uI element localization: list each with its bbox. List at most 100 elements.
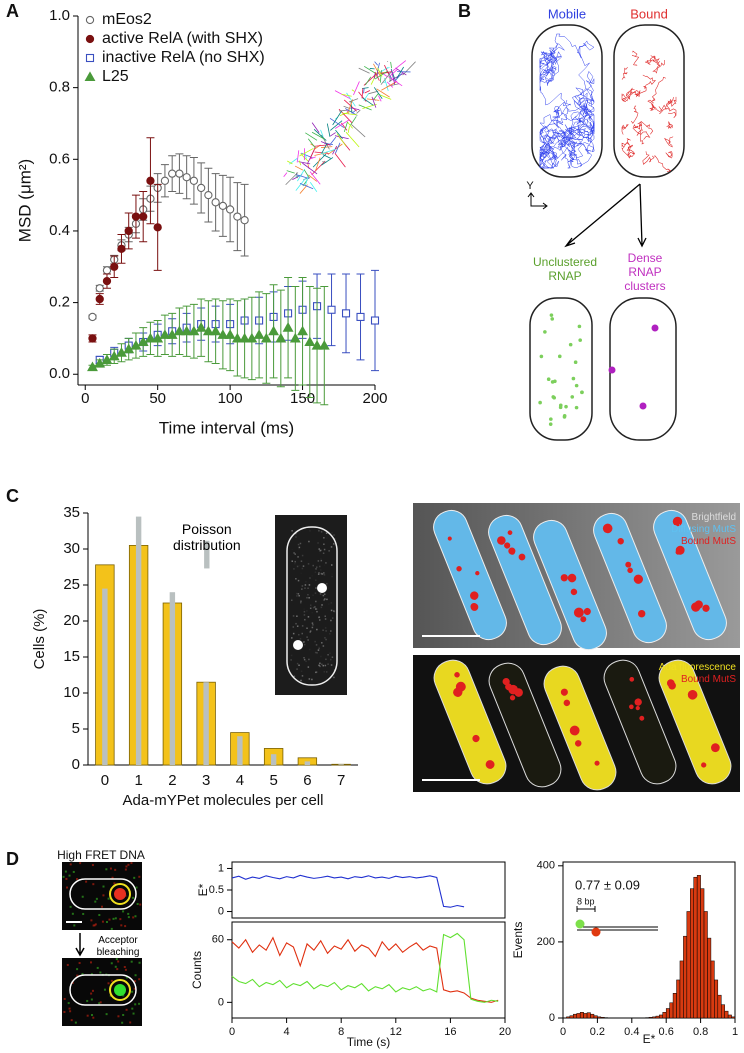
noise	[124, 968, 127, 971]
noise	[314, 592, 317, 594]
noise	[125, 865, 128, 868]
rnap-dot	[553, 379, 557, 384]
x-tick-label: 2	[168, 772, 176, 789]
noise	[296, 592, 298, 595]
noise	[306, 661, 308, 663]
noise	[327, 653, 329, 656]
image-label: Diffusing MutS	[671, 524, 736, 535]
bound-spot	[594, 760, 600, 766]
y-tick-label: 0.0	[49, 365, 70, 382]
noise	[313, 606, 315, 609]
legend-label: L25	[102, 68, 129, 85]
data-point	[202, 325, 214, 336]
noise	[107, 897, 110, 900]
noise	[326, 537, 328, 539]
micrograph	[62, 862, 142, 930]
data-point	[102, 266, 112, 275]
bound-spot	[472, 734, 480, 743]
chart: 0.0 0.2 0.4 0.6 0.8 1.0 0 50 100 150 200 Time inter…	[15, 7, 387, 438]
fret-spot	[114, 888, 126, 900]
cell	[488, 662, 562, 788]
y-axis-label: Cells (%)	[31, 609, 48, 670]
bar	[304, 761, 311, 765]
bound-spot	[666, 679, 675, 687]
bound-spot	[633, 574, 643, 584]
bound-spot	[454, 672, 460, 678]
noise	[296, 662, 299, 665]
histogram-bar	[696, 875, 701, 1019]
noise	[333, 534, 335, 536]
data-point	[144, 332, 156, 343]
data-point	[204, 190, 213, 200]
data-point	[218, 201, 228, 211]
image-title: High FRET DNA	[57, 848, 145, 862]
noise	[105, 1013, 108, 1016]
noise	[135, 886, 138, 889]
noise	[324, 615, 327, 617]
noise	[323, 671, 326, 673]
arrow	[75, 933, 85, 957]
noise	[112, 917, 115, 920]
noise	[320, 569, 322, 571]
legend-label: active RelA (with SHX)	[102, 30, 263, 47]
legend-label: Poisson distribution	[172, 521, 241, 554]
data-point	[153, 223, 162, 232]
noise	[66, 963, 69, 966]
data-point	[268, 325, 280, 336]
noise	[71, 981, 74, 984]
noise	[98, 1002, 101, 1005]
noise	[312, 624, 314, 626]
cell	[653, 509, 727, 641]
bound-spot	[580, 616, 587, 623]
noise	[311, 606, 314, 609]
noise	[312, 594, 314, 597]
x-tick-label: 3	[202, 772, 210, 789]
histogram-bar	[600, 1016, 605, 1019]
trajectory	[363, 65, 377, 75]
noise	[309, 630, 312, 632]
y-axis-label: E*	[196, 883, 210, 896]
noise	[117, 960, 120, 963]
noise	[62, 875, 65, 878]
noise	[298, 546, 301, 549]
trajectory	[347, 126, 350, 133]
noise	[319, 550, 321, 552]
trajectory	[380, 71, 392, 75]
noise	[300, 572, 302, 575]
data-point	[130, 339, 142, 350]
trajectory	[347, 99, 354, 114]
noise	[89, 961, 92, 964]
noise	[297, 556, 299, 558]
ring	[109, 883, 131, 905]
noise	[331, 656, 334, 658]
bound-spot	[563, 699, 571, 707]
bar	[169, 592, 176, 765]
cell	[593, 512, 667, 644]
noise	[67, 1002, 70, 1005]
noise	[323, 572, 325, 574]
bound-spot	[672, 516, 683, 527]
noise	[68, 874, 71, 877]
noise	[324, 540, 326, 542]
histogram-bar	[583, 1013, 588, 1019]
noise	[322, 594, 325, 597]
noise	[90, 998, 93, 1001]
noise	[301, 585, 304, 587]
rnap-dot	[578, 338, 582, 342]
cell	[543, 665, 617, 791]
histogram-bar	[717, 994, 722, 1019]
histogram-bar	[652, 1016, 657, 1019]
noise	[319, 665, 321, 668]
arrow-label: Acceptor bleaching	[96, 935, 140, 958]
rnap-dot	[549, 417, 553, 421]
data-point	[88, 334, 97, 343]
noise	[319, 565, 321, 568]
x-tick-label: 0.8	[693, 1026, 708, 1038]
trace	[231, 932, 499, 1003]
noise	[91, 1014, 94, 1017]
chart: 0 0.5 1 E*	[196, 861, 506, 919]
bar	[102, 588, 108, 765]
noise	[297, 593, 300, 595]
bound-spot	[456, 566, 462, 572]
bound-spot	[504, 542, 511, 549]
